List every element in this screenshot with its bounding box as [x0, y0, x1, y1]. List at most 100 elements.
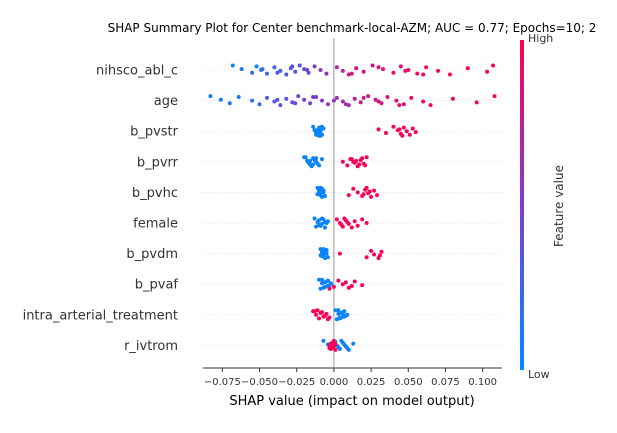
- shap-point: [364, 255, 369, 260]
- shap-point: [378, 253, 383, 258]
- shap-point: [320, 157, 325, 162]
- shap-point: [346, 193, 351, 198]
- shap-point: [379, 249, 384, 254]
- shap-point: [397, 103, 402, 108]
- shap-point: [465, 66, 470, 71]
- shap-point: [355, 190, 360, 195]
- shap-point: [436, 68, 441, 73]
- points-layer: [208, 63, 497, 352]
- shap-point: [284, 72, 289, 77]
- shap-point: [372, 188, 377, 193]
- shap-point: [450, 96, 455, 101]
- shap-point: [349, 71, 354, 76]
- shap-point: [346, 285, 351, 290]
- feature-label: b_pvstr: [130, 125, 179, 140]
- shap-point: [447, 72, 452, 77]
- shap-point: [317, 316, 322, 321]
- feature-label: b_pvrr: [137, 155, 179, 170]
- shap-point: [297, 63, 302, 68]
- shap-point: [352, 279, 357, 284]
- shap-point: [320, 216, 325, 221]
- shap-point: [318, 286, 323, 291]
- x-tick-label: 0.075: [431, 377, 460, 388]
- shap-point: [398, 64, 403, 69]
- shap-point: [379, 101, 384, 106]
- shap-point: [331, 338, 336, 343]
- shap-point: [364, 155, 369, 160]
- shap-point: [351, 186, 356, 191]
- shap-point: [296, 94, 301, 99]
- shap-point: [317, 130, 322, 135]
- shap-point: [322, 256, 327, 261]
- shap-point: [331, 98, 336, 103]
- shap-point: [485, 69, 490, 74]
- shap-point: [334, 217, 339, 222]
- shap-point: [333, 347, 338, 352]
- shap-point: [361, 95, 366, 100]
- shap-point: [264, 95, 269, 100]
- feature-label: b_pvaf: [135, 278, 179, 293]
- shap-point: [352, 96, 357, 101]
- shap-point: [375, 193, 380, 198]
- shap-point: [345, 220, 350, 225]
- shap-point: [322, 280, 327, 285]
- shap-point: [380, 67, 385, 72]
- shap-point: [331, 284, 336, 289]
- shap-point: [369, 248, 374, 253]
- shap-point: [302, 97, 307, 102]
- shap-point: [367, 189, 372, 194]
- shap-point: [364, 185, 369, 190]
- shap-point: [410, 126, 415, 131]
- shap-point: [318, 68, 323, 72]
- shap-point: [314, 312, 319, 317]
- shap-point: [327, 346, 332, 351]
- shap-point: [275, 70, 280, 75]
- shap-point: [312, 216, 317, 221]
- feature-label: female: [133, 217, 178, 232]
- shap-point: [369, 194, 374, 199]
- shap-point: [340, 159, 345, 164]
- shap-point: [239, 67, 244, 72]
- shap-point: [391, 70, 396, 75]
- shap-point: [293, 101, 298, 106]
- shap-point: [407, 132, 412, 137]
- x-axis-label: SHAP value (impact on model output): [229, 394, 474, 409]
- shap-point: [311, 124, 316, 129]
- shap-point: [314, 156, 319, 161]
- shap-point: [327, 315, 332, 320]
- shap-point: [257, 102, 262, 107]
- shap-point: [391, 124, 396, 129]
- x-tick-label: −0.075: [204, 377, 241, 388]
- feature-label: age: [154, 94, 178, 109]
- shap-point: [376, 99, 381, 104]
- shap-point: [334, 65, 339, 70]
- colorbar-high-label: High: [528, 32, 553, 45]
- shap-point: [320, 189, 325, 194]
- shap-point: [376, 127, 381, 132]
- shap-point: [320, 194, 325, 199]
- shap-point: [351, 341, 356, 346]
- shap-point: [275, 97, 280, 102]
- shap-point: [336, 308, 341, 313]
- shap-point: [340, 68, 345, 73]
- shap-point: [278, 103, 283, 108]
- shap-point: [320, 126, 325, 131]
- feature-label: b_pvdm: [126, 247, 178, 262]
- shap-point: [397, 127, 402, 132]
- shap-point: [321, 338, 326, 343]
- shap-point: [314, 95, 319, 99]
- shap-point: [324, 71, 329, 76]
- shap-point: [354, 66, 359, 71]
- shap-point: [208, 94, 213, 99]
- shap-point: [312, 64, 317, 69]
- shap-point: [404, 129, 409, 134]
- shap-point: [340, 282, 345, 287]
- shap-point: [360, 217, 365, 222]
- shap-point: [278, 68, 283, 73]
- shap-point: [349, 284, 354, 288]
- shap-point: [474, 100, 479, 105]
- shap-point: [311, 162, 316, 167]
- shap-point: [308, 158, 313, 163]
